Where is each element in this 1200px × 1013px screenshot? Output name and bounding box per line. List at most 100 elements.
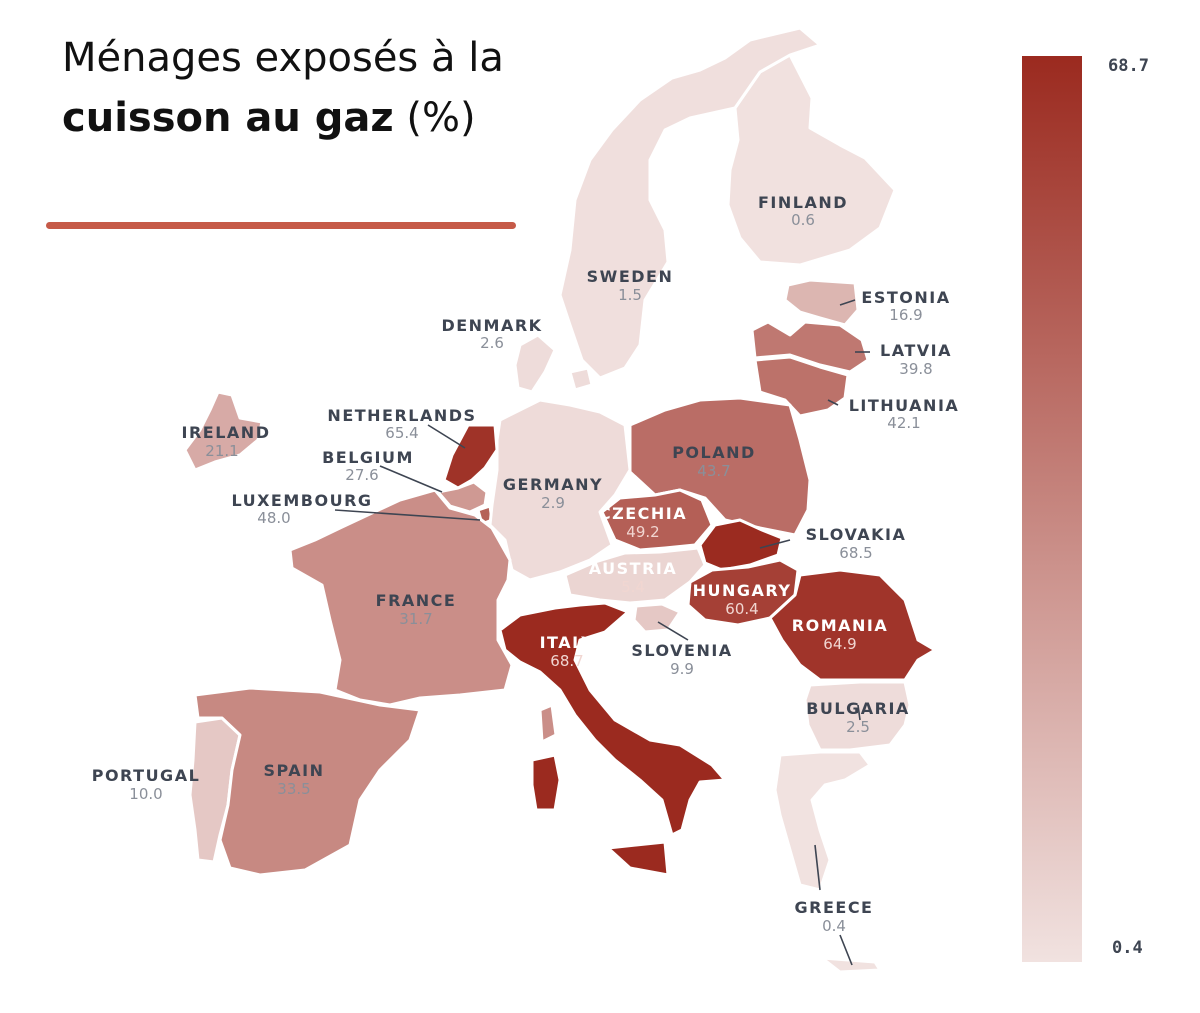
label-name: FRANCE — [376, 591, 457, 610]
label-value: 2.6 — [480, 334, 504, 352]
legend-max-label: 68.7 — [1108, 56, 1149, 76]
leader-line-belgium — [379, 465, 443, 493]
label-name: SLOVENIA — [631, 641, 732, 660]
label-name: BELGIUM — [322, 448, 414, 467]
label-sweden: SWEDEN 1.5 — [587, 267, 674, 304]
country-shape-romania — [768, 568, 937, 682]
title-divider — [46, 222, 516, 229]
label-name: HUNGARY — [693, 581, 792, 600]
leader-line-slovakia — [759, 539, 791, 549]
country-shape-czechia — [600, 488, 714, 552]
legend-min-label: 0.4 — [1112, 938, 1143, 958]
label-name: ITALY — [540, 633, 595, 652]
label-france: FRANCE 31.7 — [376, 591, 457, 628]
label-value: 33.5 — [277, 780, 310, 798]
label-ireland: IRELAND 21.1 — [182, 423, 271, 460]
country-shape-slovenia — [632, 602, 682, 634]
leader-line-lithuania — [827, 399, 839, 406]
leader-line-greece-2 — [839, 934, 853, 966]
label-value: 68.7 — [550, 652, 583, 670]
country-shape-belgium — [436, 480, 489, 514]
country-shape-estonia — [783, 278, 860, 327]
country-shape-germany — [488, 398, 632, 582]
leader-line-greece-1 — [814, 844, 821, 891]
leader-line-estonia — [839, 299, 856, 306]
label-name: IRELAND — [182, 423, 271, 442]
label-name: ESTONIA — [861, 288, 950, 307]
label-luxembourg: LUXEMBOURG 48.0 — [231, 491, 372, 527]
title-unit: (%) — [393, 95, 476, 141]
label-name: SWEDEN — [587, 267, 674, 286]
label-finland: FINLAND 0.6 — [758, 193, 848, 229]
label-value: 2.5 — [846, 718, 870, 736]
country-shape-sweden — [558, 26, 822, 380]
country-shape-denmark — [513, 333, 557, 394]
label-name: AUSTRIA — [589, 559, 677, 578]
country-shape-greece-crete — [820, 956, 882, 974]
label-name: GREECE — [795, 898, 874, 917]
label-value: 48.0 — [257, 509, 290, 527]
label-value: 42.1 — [887, 414, 920, 432]
label-poland: POLAND 43.7 — [672, 443, 756, 480]
title-line-2: cuisson au gaz (%) — [62, 88, 504, 148]
label-name: LATVIA — [880, 341, 952, 360]
country-shape-finland — [726, 53, 897, 267]
label-portugal: PORTUGAL 10.0 — [92, 766, 201, 803]
label-romania: ROMANIA 64.9 — [792, 616, 888, 653]
label-name: SLOVAKIA — [806, 525, 907, 544]
label-name: GERMANY — [503, 475, 603, 494]
label-value: 1.5 — [618, 286, 642, 304]
country-shape-ireland — [183, 390, 264, 472]
label-slovenia: SLOVENIA 9.9 — [631, 641, 732, 678]
country-shape-denmark-island — [568, 366, 594, 392]
leader-line-slovenia — [657, 621, 689, 641]
leader-line-netherlands — [427, 424, 466, 449]
country-shape-spain — [193, 686, 422, 877]
label-spain: SPAIN 33.5 — [263, 761, 324, 798]
label-czechia: CZECHIA 49.2 — [599, 504, 687, 541]
label-name: ROMANIA — [792, 616, 888, 635]
label-value: 49.2 — [626, 523, 659, 541]
country-shape-austria — [563, 546, 707, 605]
label-hungary: HUNGARY 60.4 — [693, 581, 792, 618]
country-shape-france — [288, 488, 514, 707]
label-name: LITHUANIA — [849, 396, 960, 415]
label-greece: GREECE 0.4 — [795, 898, 874, 935]
label-denmark: DENMARK 2.6 — [441, 316, 542, 352]
country-shape-italy-sicily — [606, 840, 670, 877]
label-name: BULGARIA — [806, 699, 910, 718]
country-shape-corsica — [538, 703, 558, 744]
label-value: 64.9 — [823, 635, 856, 653]
label-name: CZECHIA — [599, 504, 687, 523]
label-value: 31.7 — [399, 610, 432, 628]
label-netherlands: NETHERLANDS 65.4 — [327, 406, 475, 442]
label-value: 5.4 — [621, 578, 645, 596]
label-austria: AUSTRIA 5.4 — [589, 559, 677, 596]
label-bulgaria: BULGARIA 2.5 — [806, 699, 910, 736]
label-italy: ITALY 68.7 — [540, 633, 595, 670]
label-value: 0.6 — [791, 211, 815, 229]
label-name: POLAND — [672, 443, 756, 462]
leader-line-luxembourg — [334, 509, 481, 521]
country-shape-bulgaria — [803, 680, 912, 752]
title-line-1: Ménages exposés à la — [62, 35, 504, 81]
title-bold-part: cuisson au gaz — [62, 95, 394, 141]
label-value: 43.7 — [697, 462, 730, 480]
label-name: DENMARK — [441, 316, 542, 335]
leader-line-bulgaria — [857, 704, 861, 721]
label-value: 16.9 — [889, 306, 922, 324]
label-value: 27.6 — [345, 466, 378, 484]
label-value: 10.0 — [129, 785, 162, 803]
label-name: FINLAND — [758, 193, 848, 212]
label-belgium: BELGIUM 27.6 — [322, 448, 414, 484]
label-name: SPAIN — [263, 761, 324, 780]
map-title: Ménages exposés à la cuisson au gaz (%) — [62, 28, 504, 148]
label-value: 65.4 — [385, 424, 418, 442]
label-value: 60.4 — [725, 600, 758, 618]
label-latvia: LATVIA 39.8 — [880, 341, 952, 378]
label-slovakia: SLOVAKIA 68.5 — [806, 525, 907, 562]
country-shape-latvia — [750, 320, 870, 374]
country-shape-slovakia — [698, 518, 784, 572]
label-name: PORTUGAL — [92, 766, 201, 785]
label-name: LUXEMBOURG — [231, 491, 372, 510]
